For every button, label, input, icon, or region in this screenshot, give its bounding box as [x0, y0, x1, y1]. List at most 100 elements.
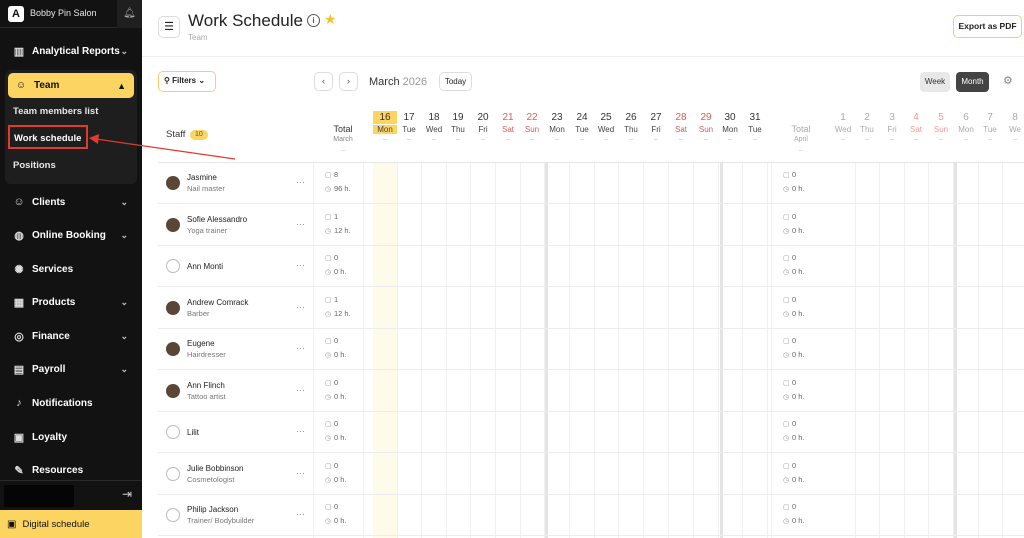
- clock-icon: ◷: [783, 186, 790, 193]
- staff-name[interactable]: Lilit: [187, 428, 200, 437]
- sidebar-item-finance[interactable]: ◎ Finance ⌄: [6, 323, 136, 349]
- table-row[interactable]: Andrew Comrack Barber ··· ▢ 1 ◷ 12 h. ▢ 0 ◷ 0 h.: [158, 288, 1024, 329]
- export-pdf-button[interactable]: Export as PDF: [953, 15, 1022, 38]
- logout-icon[interactable]: ⇥: [122, 487, 133, 501]
- day-header[interactable]: 19 Thu –: [446, 111, 470, 163]
- staff-name[interactable]: Ann Monti: [187, 262, 224, 271]
- more-options-icon[interactable]: ···: [296, 343, 305, 353]
- shift-count: ▢ 0: [783, 334, 823, 348]
- table-row[interactable]: Lilit ··· ▢ 0 ◷ 0 h. ▢ 0 ◷ 0 h.: [158, 412, 1024, 453]
- shift-count: ▢ 1: [325, 293, 365, 307]
- more-options-icon[interactable]: ···: [296, 260, 305, 270]
- day-header[interactable]: 28 Sat –: [669, 111, 693, 163]
- day-header[interactable]: 7 Tue –: [978, 111, 1002, 163]
- day-header[interactable]: 1 Wed –: [831, 111, 855, 163]
- day-header[interactable]: 22 Sun –: [520, 111, 544, 163]
- sidebar-item-notifications[interactable]: ♪ Notifications: [6, 390, 136, 416]
- more-options-icon[interactable]: ···: [296, 301, 305, 312]
- total-cell: ▢ 1 ◷ 12 h.: [325, 293, 365, 323]
- table-row[interactable]: Ann Flinch Tattoo artist ··· ▢ 0 ◷ 0 h. ▢ 0 ◷ 0 h.: [158, 371, 1024, 412]
- brand-name[interactable]: Bobby Pin Salon: [30, 8, 97, 18]
- table-row[interactable]: Ann Monti ··· ▢ 0 ◷ 0 h. ▢ 0 ◷ 0 h.: [158, 246, 1024, 287]
- more-options-icon[interactable]: ···: [296, 509, 305, 519]
- day-header[interactable]: 31 Tue –: [743, 111, 767, 163]
- table-row[interactable]: Jasmine Nail master ··· ▢ 8 ◷ 96 h. ▢ 0 ◷ 0 h.: [158, 163, 1024, 204]
- info-icon[interactable]: i: [307, 14, 320, 27]
- sidebar-item-resources[interactable]: ✎ Resources: [6, 457, 136, 483]
- grid-top-line: [158, 162, 1024, 163]
- prev-month-button[interactable]: ‹: [314, 72, 333, 91]
- grid-column-line: [718, 162, 719, 538]
- day-header[interactable]: 29 Sun –: [694, 111, 718, 163]
- sidebar-subitem-positions[interactable]: Positions: [13, 160, 56, 171]
- staff-name[interactable]: Jasmine: [187, 173, 217, 182]
- staff-name[interactable]: Julie Bobbinson: [187, 463, 244, 473]
- more-options-icon[interactable]: ···: [296, 467, 305, 478]
- bell-icon[interactable]: 🔔︎: [117, 0, 142, 28]
- sidebar-item-products[interactable]: ▦ Products ⌄: [6, 289, 136, 315]
- shift-count-value: 0: [334, 460, 339, 470]
- sidebar-subitem-work-schedule[interactable]: Work schedule: [8, 125, 88, 149]
- day-header[interactable]: 2 Thu –: [855, 111, 879, 163]
- sidebar-item-team[interactable]: ☺ Team ▲: [8, 73, 134, 98]
- staff-name[interactable]: Philip Jackson: [187, 505, 239, 514]
- day-header[interactable]: 3 Fri –: [880, 111, 904, 163]
- day-header[interactable]: 21 Sat –: [496, 111, 520, 163]
- staff-name[interactable]: Sofie Alessandro: [187, 214, 248, 224]
- day-header[interactable]: 25 Wed –: [594, 111, 618, 163]
- more-options-icon[interactable]: ···: [296, 426, 305, 436]
- more-options-icon[interactable]: ···: [296, 218, 305, 229]
- staff-name[interactable]: Ann Flinch: [187, 380, 225, 390]
- sidebar-item-payroll[interactable]: ▤ Payroll ⌄: [6, 356, 136, 382]
- day-header[interactable]: 24 Tue –: [570, 111, 594, 163]
- total-cell: ▢ 0 ◷ 0 h.: [325, 376, 365, 406]
- gear-icon[interactable]: ⚙: [1003, 75, 1013, 87]
- day-number: 27: [650, 112, 662, 123]
- staff-name[interactable]: Eugene: [187, 339, 215, 348]
- sidebar-item-clients[interactable]: ☺ Clients ⌄: [6, 189, 136, 215]
- more-options-icon[interactable]: ···: [296, 177, 305, 187]
- sidebar-item-loyalty[interactable]: ▣ Loyalty: [6, 424, 136, 450]
- table-row[interactable]: Sofie Alessandro Yoga trainer ··· ▢ 1 ◷ 12 h. ▢…: [158, 205, 1024, 246]
- breadcrumb[interactable]: Team: [188, 33, 208, 42]
- day-header[interactable]: 20 Fri –: [471, 111, 495, 163]
- sidebar-item-online-booking[interactable]: ◍ Online Booking ⌄: [6, 222, 136, 248]
- day-header[interactable]: 5 Sun –: [929, 111, 953, 163]
- sidebar-item-services[interactable]: ✺ Services: [6, 256, 136, 282]
- day-header[interactable]: 17 Tue –: [397, 111, 421, 163]
- week-view-button[interactable]: Week: [920, 72, 950, 92]
- star-icon[interactable]: ★: [324, 11, 337, 27]
- table-row[interactable]: Julie Bobbinson Cosmetologist ··· ▢ 0 ◷ 0 h. ▢ 0…: [158, 454, 1024, 495]
- day-header[interactable]: 18 Wed –: [422, 111, 446, 163]
- next-month-button[interactable]: ›: [339, 72, 358, 91]
- more-options-icon[interactable]: ···: [296, 384, 305, 395]
- today-button[interactable]: Today: [439, 72, 472, 91]
- table-row[interactable]: Eugene Hairdresser ··· ▢ 0 ◷ 0 h. ▢ 0 ◷ 0 h.: [158, 329, 1024, 370]
- menu-toggle-button[interactable]: ☰: [158, 16, 180, 38]
- day-header[interactable]: 23 Mon –: [545, 111, 569, 163]
- day-number: 28: [675, 112, 687, 123]
- shift-count: ▢ 0: [325, 500, 365, 514]
- sidebar-subitem-team-members[interactable]: Team members list: [13, 106, 99, 117]
- shift-count-value: 8: [334, 170, 339, 179]
- total-cell: ▢ 0 ◷ 0 h.: [325, 459, 365, 489]
- day-header[interactable]: 4 Sat –: [904, 111, 928, 163]
- hours-value: 0 h.: [334, 267, 347, 276]
- brand-logo[interactable]: A: [8, 6, 24, 22]
- calendar-icon: ▢: [783, 504, 790, 511]
- table-row[interactable]: Philip Jackson Trainer/ Bodybuilder ··· ▢ 0 ◷…: [158, 495, 1024, 536]
- day-number: 6: [963, 112, 969, 123]
- day-number: 18: [428, 112, 440, 123]
- day-header[interactable]: 27 Fri –: [644, 111, 668, 163]
- day-header[interactable]: 30 Mon –: [718, 111, 742, 163]
- staff-name[interactable]: Andrew Comrack: [187, 297, 249, 307]
- sidebar-item-analytical-reports[interactable]: ▥ Analytical Reports ⌄: [6, 38, 136, 64]
- day-header[interactable]: 16 Mon –: [373, 111, 397, 163]
- day-header[interactable]: 26 Thu –: [619, 111, 643, 163]
- day-header[interactable]: 6 Mon –: [954, 111, 978, 163]
- filters-button[interactable]: ⚲ Filters ⌄: [158, 71, 216, 92]
- day-placeholder: –: [704, 136, 708, 143]
- digital-schedule-button[interactable]: ▣ Digital schedule: [0, 510, 142, 538]
- month-view-button[interactable]: Month: [956, 72, 989, 92]
- day-header[interactable]: 8 We –: [1003, 111, 1024, 163]
